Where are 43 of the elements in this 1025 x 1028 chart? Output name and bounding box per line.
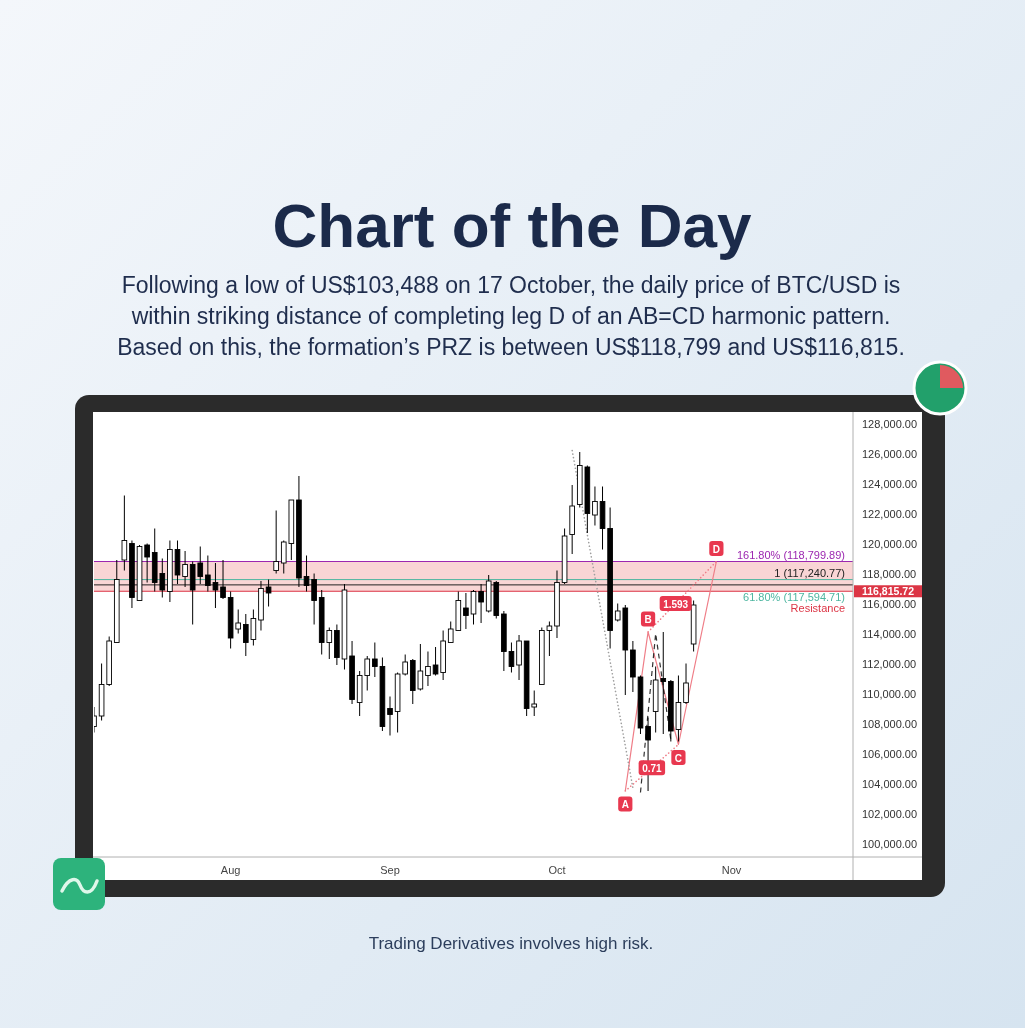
- ref-line-label: 161.80% (118,799.89): [736, 548, 845, 561]
- y-tick-label: 110,000.00: [862, 687, 917, 700]
- y-tick-label: 100,000.00: [862, 837, 918, 850]
- x-tick-label: Sep: [380, 864, 400, 876]
- y-tick-label: 104,000.00: [862, 777, 918, 790]
- ref-line-label: Resistance: [790, 602, 845, 615]
- x-tick-label: Aug: [220, 864, 241, 876]
- annotation: D: [712, 543, 720, 554]
- text: Trading Derivatives involves high risk.: [368, 934, 654, 953]
- candlestick: [516, 634, 522, 681]
- y-tick-label: 116,000.00: [862, 597, 917, 610]
- candlestick: [425, 651, 431, 687]
- y-tick-label: 106,000.00: [862, 747, 918, 760]
- chart-title: Chart of the Day: [272, 191, 752, 260]
- candlestick: [387, 696, 393, 736]
- annotation: 0.71: [642, 762, 663, 774]
- annotation: A: [621, 798, 629, 810]
- ref-line-label: 1 (117,240.77): [774, 566, 845, 579]
- candlestick: [592, 486, 598, 526]
- annotation: C: [674, 752, 683, 763]
- annotation: B: [644, 613, 652, 625]
- candlestick: [265, 579, 272, 607]
- y-tick-label: 102,000.00: [862, 807, 918, 820]
- y-tick-label: 122,000.00: [862, 507, 918, 520]
- y-tick-label: 128,000.00: [862, 417, 918, 430]
- candlestick: [220, 559, 226, 600]
- y-tick-label: 116,815.72: [862, 585, 915, 598]
- y-tick-label: 114,000.00: [862, 627, 917, 640]
- y-tick-label: 112,000.00: [862, 657, 917, 670]
- y-tick-label: 120,000.00: [862, 537, 918, 550]
- candlestick: [182, 550, 188, 588]
- candlestick: [273, 510, 279, 574]
- annotation: 1.593: [663, 598, 689, 609]
- x-tick-label: Oct: [548, 864, 566, 876]
- y-tick-label: 108,000.00: [862, 717, 918, 730]
- ref-line-label: 61.80% (117,594.71): [743, 590, 845, 603]
- candlestick: [683, 663, 689, 705]
- candlestick: [121, 495, 128, 571]
- y-tick-label: 126,000.00: [862, 447, 918, 460]
- y-tick-label: 124,000.00: [862, 477, 918, 490]
- x-tick-label: Nov: [721, 864, 742, 876]
- chart-subtitle: Following a low of US$103,488 on 17 October, the daily price of BTC/USD is within striking distance of completing leg D of an AB=CD harmonic pattern. Based on this, the formation’s PRZ is between US$118,799 and US$116,815.: [117, 272, 905, 360]
- y-tick-label: 118,000.00: [862, 567, 917, 580]
